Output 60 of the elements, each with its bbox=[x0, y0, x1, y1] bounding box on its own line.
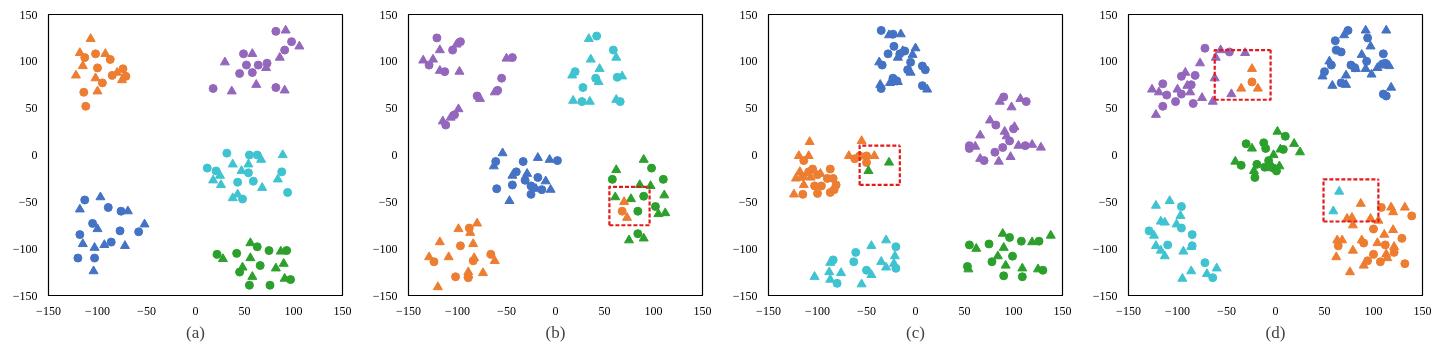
x-tick-label: 50 bbox=[598, 303, 611, 318]
x-tick-label: −50 bbox=[497, 303, 516, 318]
y-tick-label: 0 bbox=[391, 148, 398, 162]
y-tick-label: 150 bbox=[1099, 7, 1118, 22]
x-tick-label: 0 bbox=[912, 303, 919, 318]
y-tick-label: −50 bbox=[1098, 194, 1118, 209]
y-tick-label: 50 bbox=[25, 101, 38, 116]
x-tick-label: −150 bbox=[1116, 303, 1141, 318]
y-tick-label: 50 bbox=[385, 101, 398, 116]
y-tick-label: 100 bbox=[379, 54, 398, 69]
x-tick-label: 100 bbox=[644, 303, 663, 318]
x-tick-label: 150 bbox=[333, 303, 352, 318]
y-tick-label: 0 bbox=[1111, 148, 1118, 162]
y-tick-label: 50 bbox=[745, 101, 758, 116]
x-tick-label: 0 bbox=[552, 303, 559, 318]
x-tick-label: 150 bbox=[1413, 303, 1432, 318]
x-axis-title: (a) bbox=[186, 322, 205, 342]
x-tick-label: −50 bbox=[1217, 303, 1236, 318]
x-tick-label: 0 bbox=[192, 303, 199, 318]
x-tick-label: 150 bbox=[1053, 303, 1072, 318]
y-tick-label: 0 bbox=[31, 148, 38, 162]
x-tick-label: −150 bbox=[756, 303, 781, 318]
y-tick-label: −150 bbox=[1092, 288, 1118, 303]
y-tick-label: 150 bbox=[379, 7, 398, 22]
y-tick-label: 100 bbox=[739, 54, 758, 69]
y-tick-label: −150 bbox=[372, 288, 398, 303]
y-tick-label: 100 bbox=[19, 54, 38, 69]
y-tick-label: −50 bbox=[18, 194, 38, 209]
x-tick-label: −100 bbox=[805, 303, 830, 318]
x-tick-label: −100 bbox=[445, 303, 470, 318]
x-tick-label: 0 bbox=[1272, 303, 1279, 318]
x-tick-label: 50 bbox=[1318, 303, 1331, 318]
y-tick-label: 50 bbox=[1105, 101, 1118, 116]
x-axis-title: (d) bbox=[1265, 322, 1286, 342]
x-tick-label: 50 bbox=[958, 303, 971, 318]
x-tick-label: −150 bbox=[396, 303, 421, 318]
x-tick-label: 150 bbox=[693, 303, 712, 318]
x-tick-label: −50 bbox=[857, 303, 876, 318]
y-tick-label: −100 bbox=[372, 241, 398, 256]
y-tick-label: −100 bbox=[1092, 241, 1118, 256]
y-tick-label: 0 bbox=[751, 148, 758, 162]
x-tick-label: 100 bbox=[1004, 303, 1023, 318]
x-tick-label: −50 bbox=[137, 303, 156, 318]
x-axis-title: (b) bbox=[545, 322, 566, 342]
x-tick-label: 50 bbox=[238, 303, 251, 318]
x-tick-label: 100 bbox=[284, 303, 303, 318]
y-tick-label: 100 bbox=[1099, 54, 1118, 69]
x-tick-label: −150 bbox=[36, 303, 61, 318]
x-tick-label: −100 bbox=[85, 303, 110, 318]
y-tick-label: −50 bbox=[738, 194, 758, 209]
x-tick-label: 100 bbox=[1364, 303, 1383, 318]
y-tick-label: −50 bbox=[378, 194, 398, 209]
y-tick-label: −150 bbox=[732, 288, 758, 303]
y-tick-label: 150 bbox=[739, 7, 758, 22]
y-tick-label: 150 bbox=[19, 7, 38, 22]
x-tick-label: −100 bbox=[1165, 303, 1190, 318]
y-tick-label: −150 bbox=[12, 288, 38, 303]
y-tick-label: −100 bbox=[12, 241, 38, 256]
y-tick-label: −100 bbox=[732, 241, 758, 256]
x-axis-title: (c) bbox=[906, 322, 925, 342]
